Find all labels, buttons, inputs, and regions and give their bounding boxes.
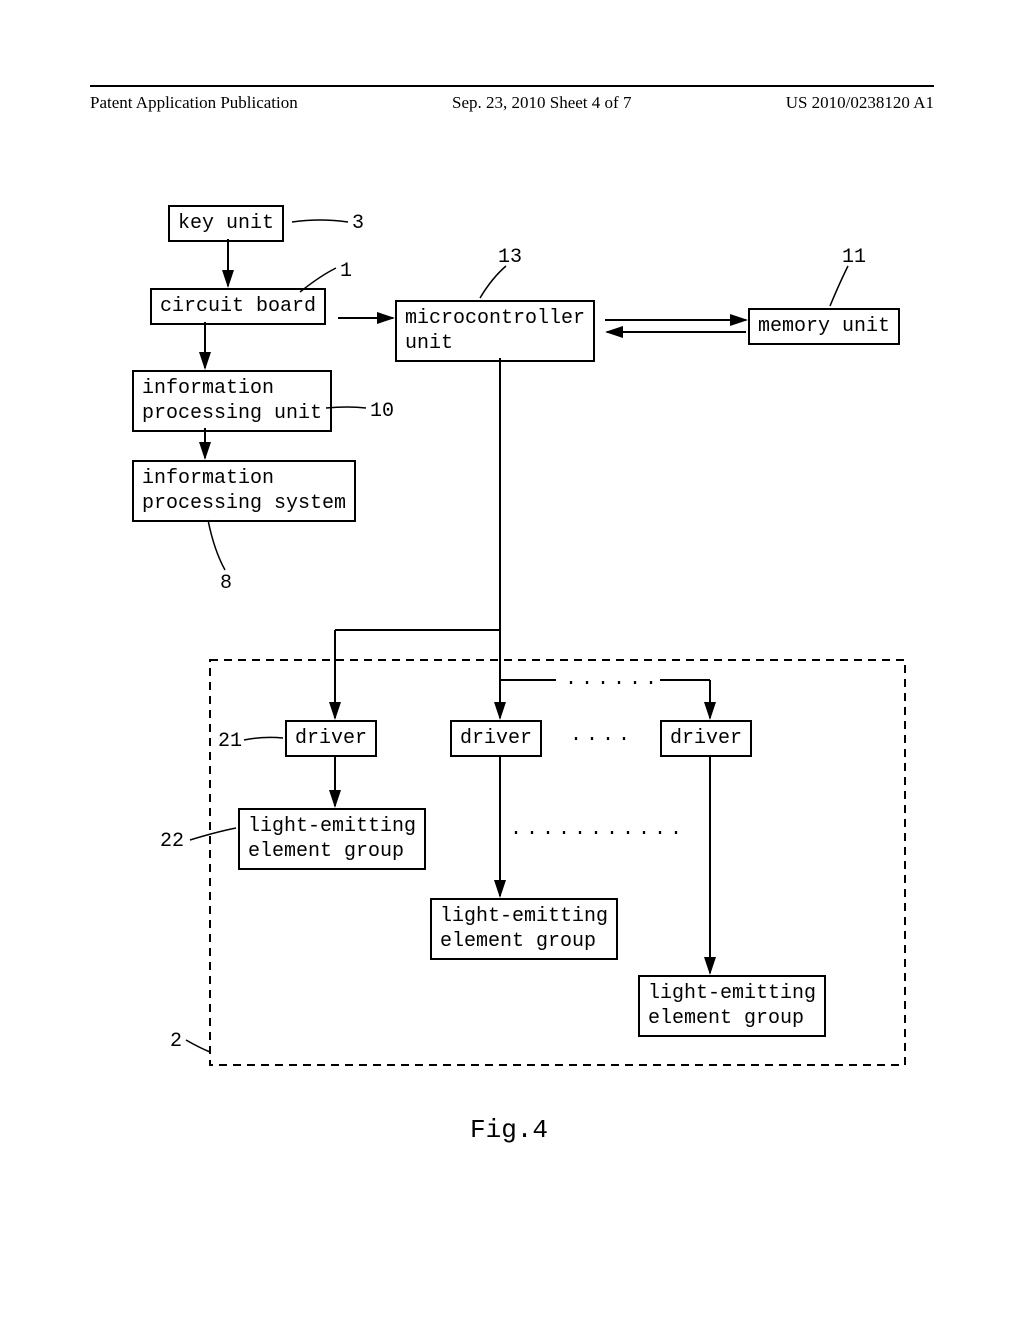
ref-10: 10 xyxy=(370,400,394,423)
ref-13: 13 xyxy=(498,246,522,269)
box-memory-unit: memory unit xyxy=(748,308,900,345)
ref-3: 3 xyxy=(352,212,364,235)
box-info-proc-sys: information processing system xyxy=(132,460,356,522)
header-left: Patent Application Publication xyxy=(90,93,298,113)
box-driver-3: driver xyxy=(660,720,752,757)
dots-top-bus: ······ xyxy=(565,672,661,695)
box-circuit-board: circuit board xyxy=(150,288,326,325)
box-driver-1: driver xyxy=(285,720,377,757)
ref-8: 8 xyxy=(220,572,232,595)
box-info-proc-unit: information processing unit xyxy=(132,370,332,432)
page-header: Patent Application Publication Sep. 23, … xyxy=(0,85,1024,113)
figure-label: Fig.4 xyxy=(470,1115,548,1145)
header-right: US 2010/0238120 A1 xyxy=(786,93,934,113)
ref-21: 21 xyxy=(218,730,242,753)
header-center: Sep. 23, 2010 Sheet 4 of 7 xyxy=(452,93,631,113)
header-text-row: Patent Application Publication Sep. 23, … xyxy=(0,93,1024,113)
dots-between-leg: ··········· xyxy=(510,822,686,845)
box-leg-3: light-emitting element group xyxy=(638,975,826,1037)
ref-1: 1 xyxy=(340,260,352,283)
ref-22: 22 xyxy=(160,830,184,853)
box-microcontroller: microcontroller unit xyxy=(395,300,595,362)
box-leg-1: light-emitting element group xyxy=(238,808,426,870)
header-rule xyxy=(90,85,934,87)
ref-2: 2 xyxy=(170,1030,182,1053)
box-driver-2: driver xyxy=(450,720,542,757)
box-key-unit: key unit xyxy=(168,205,284,242)
box-leg-2: light-emitting element group xyxy=(430,898,618,960)
ref-11: 11 xyxy=(842,246,866,269)
dots-between-drivers: ···· xyxy=(570,728,634,751)
page: Patent Application Publication Sep. 23, … xyxy=(0,0,1024,1320)
